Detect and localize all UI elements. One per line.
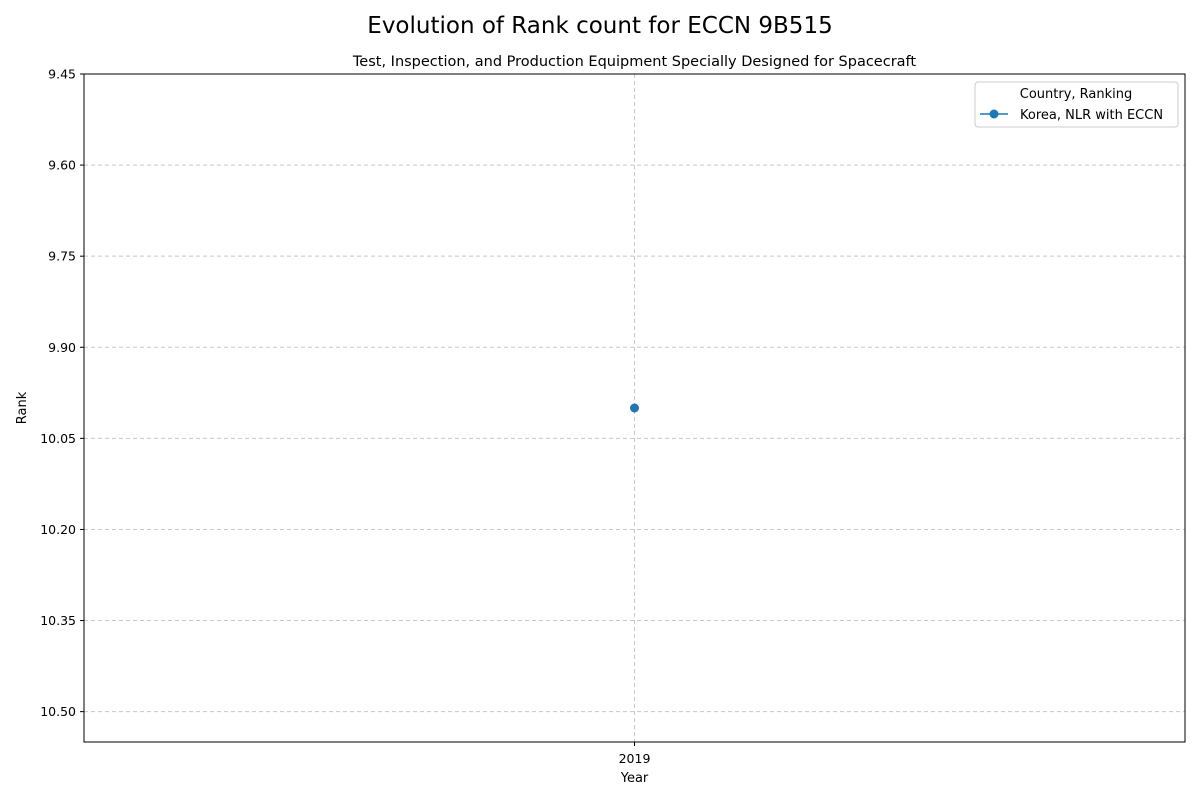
y-tick-label: 10.35: [40, 613, 76, 628]
y-tick-label: 10.20: [40, 522, 76, 537]
y-axis-label: Rank: [15, 391, 30, 424]
series-layer: [630, 403, 639, 413]
legend-title: Country, Ranking: [1020, 87, 1133, 102]
y-tick-label: 9.45: [48, 67, 76, 82]
legend-entry-label: Korea, NLR with ECCN: [1020, 108, 1163, 123]
legend: Country, Ranking Korea, NLR with ECCN: [974, 81, 1179, 128]
y-tick-label: 10.05: [40, 431, 76, 446]
y-tick-label: 9.75: [48, 249, 76, 264]
figure-title: Evolution of Rank count for ECCN 9B515: [367, 13, 833, 39]
y-tick-label: 9.90: [48, 340, 76, 355]
data-point: [630, 403, 639, 413]
x-tick-label: 2019: [619, 751, 651, 766]
x-axis-label: Year: [620, 771, 649, 786]
y-tick-label: 10.50: [40, 704, 76, 719]
legend-frame: [974, 81, 1179, 128]
axis-ticks: 9.45 9.60 9.75 9.90 10.05 10.20 10.35 10.50 2019: [40, 67, 650, 767]
chart-subtitle: Test, Inspection, and Production Equipme…: [352, 54, 917, 70]
legend-marker-swatch: [989, 109, 999, 119]
y-tick-label: 9.60: [48, 158, 76, 173]
